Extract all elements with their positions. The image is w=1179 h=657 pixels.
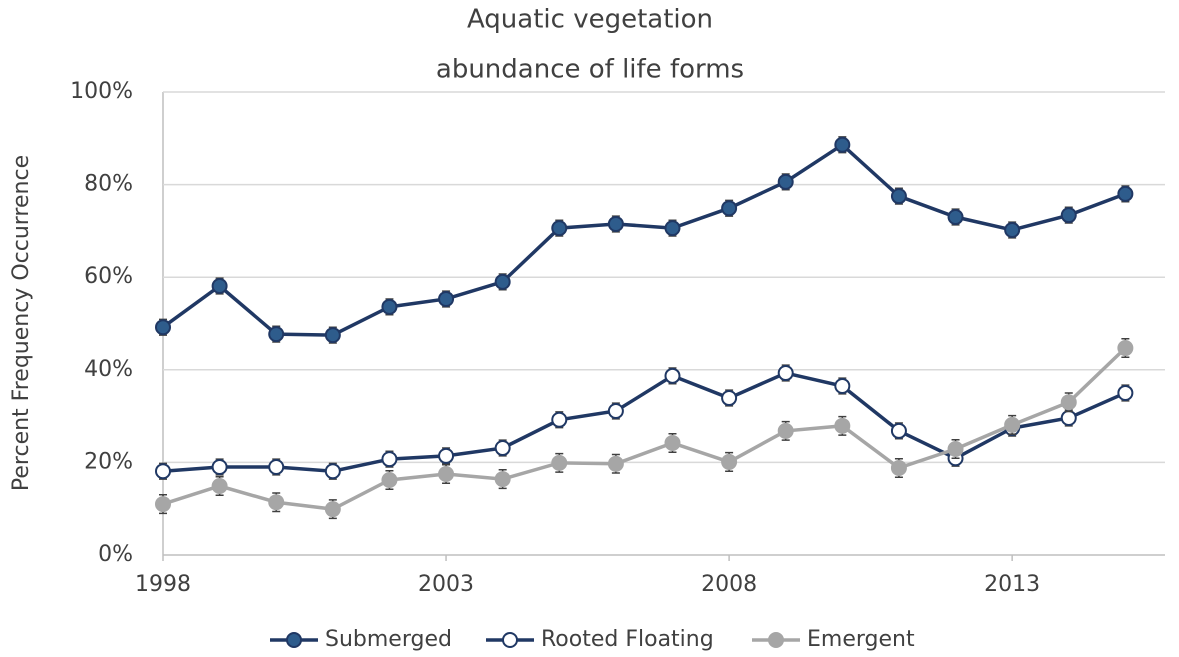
data-point bbox=[381, 471, 398, 488]
data-point bbox=[211, 478, 228, 495]
data-point bbox=[890, 459, 907, 476]
y-tick-label: 0% bbox=[98, 542, 133, 567]
data-point bbox=[494, 471, 511, 488]
data-point bbox=[721, 453, 738, 470]
data-point bbox=[438, 290, 455, 307]
data-point bbox=[155, 319, 171, 336]
x-tick-label: 1998 bbox=[135, 572, 191, 597]
data-point bbox=[324, 327, 341, 344]
data-point bbox=[721, 200, 738, 217]
series-line bbox=[162, 371, 1127, 473]
data-point bbox=[664, 367, 681, 384]
data-point bbox=[381, 298, 398, 315]
legend-label: Emergent bbox=[807, 627, 915, 652]
data-point bbox=[664, 220, 681, 237]
y-tick-label: 40% bbox=[84, 357, 133, 382]
series-line bbox=[161, 142, 1126, 337]
data-point bbox=[155, 463, 171, 480]
data-point bbox=[1117, 384, 1134, 401]
data-point bbox=[834, 378, 851, 395]
data-point bbox=[721, 390, 738, 407]
data-point bbox=[1060, 409, 1077, 426]
data-point bbox=[268, 459, 285, 476]
data-point bbox=[777, 173, 794, 190]
data-point bbox=[494, 440, 511, 457]
data-point bbox=[551, 220, 568, 237]
data-point bbox=[551, 454, 568, 471]
data-point bbox=[324, 463, 341, 480]
x-tick-label: 2003 bbox=[418, 572, 474, 597]
data-point bbox=[947, 440, 964, 457]
legend-marker bbox=[768, 632, 784, 648]
data-point bbox=[834, 136, 851, 153]
data-point bbox=[1004, 221, 1021, 238]
data-point bbox=[324, 501, 341, 518]
legend-marker bbox=[286, 632, 302, 648]
chart-title: abundance of life forms bbox=[436, 55, 744, 85]
y-tick-label: 80% bbox=[84, 172, 133, 197]
x-tick-label: 2013 bbox=[984, 572, 1040, 597]
data-point bbox=[211, 277, 228, 294]
legend-label: Submerged bbox=[325, 627, 452, 652]
data-point bbox=[1060, 394, 1077, 411]
data-point bbox=[777, 422, 794, 439]
data-point bbox=[834, 417, 851, 434]
data-point bbox=[607, 215, 624, 232]
chart-title: Aquatic vegetation bbox=[467, 5, 713, 35]
data-point bbox=[211, 459, 228, 476]
data-point bbox=[268, 494, 285, 511]
data-point bbox=[1117, 185, 1134, 202]
data-point bbox=[607, 455, 624, 472]
data-point bbox=[551, 411, 568, 428]
series-line bbox=[162, 346, 1127, 511]
data-point bbox=[268, 326, 285, 343]
data-point bbox=[494, 273, 511, 290]
data-point bbox=[890, 188, 907, 205]
data-point bbox=[381, 451, 398, 468]
data-point bbox=[438, 447, 455, 464]
data-point bbox=[438, 465, 455, 482]
legend-marker bbox=[502, 632, 518, 648]
data-point bbox=[155, 496, 171, 513]
y-tick-label: 100% bbox=[70, 79, 133, 104]
y-tick-label: 20% bbox=[84, 449, 133, 474]
data-point bbox=[1060, 207, 1077, 224]
legend-label: Rooted Floating bbox=[541, 627, 714, 652]
data-point bbox=[890, 422, 907, 439]
data-point bbox=[664, 434, 681, 451]
data-point bbox=[777, 365, 794, 382]
data-point bbox=[947, 209, 964, 226]
data-point bbox=[1117, 340, 1134, 357]
data-point bbox=[607, 403, 624, 420]
x-tick-label: 2008 bbox=[701, 572, 757, 597]
y-axis-label: Percent Frequency Occurrence bbox=[9, 155, 34, 491]
y-tick-label: 60% bbox=[84, 264, 133, 289]
data-point bbox=[1004, 416, 1021, 433]
